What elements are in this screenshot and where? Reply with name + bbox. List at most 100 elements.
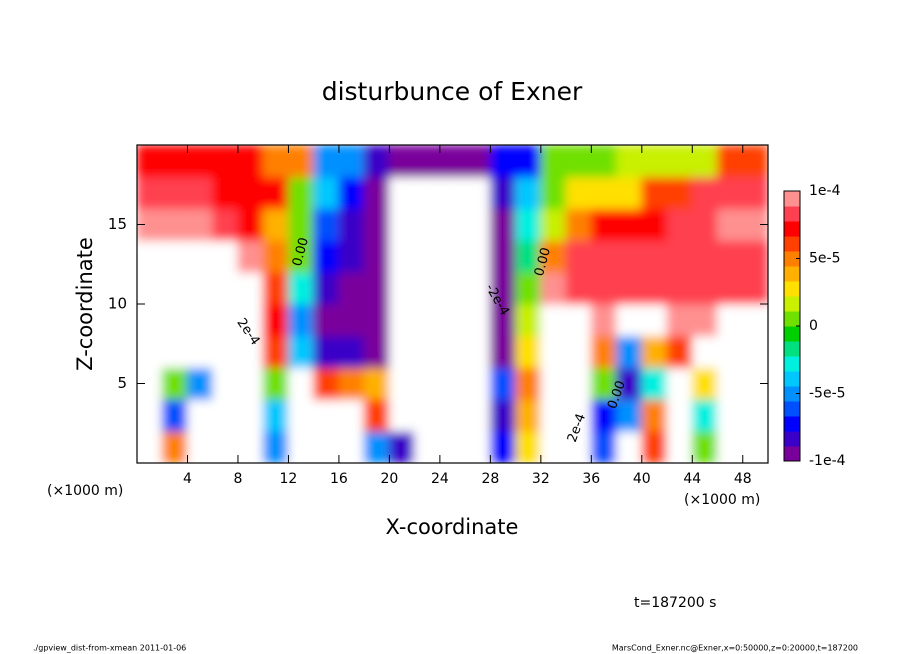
field-cell [363, 335, 390, 369]
field-cell [137, 335, 163, 369]
field-cell [186, 176, 214, 210]
field-cell [439, 145, 466, 178]
field-cell [262, 145, 289, 178]
field-cell [186, 145, 214, 178]
colorbar-swatch [784, 206, 800, 222]
field-cell [363, 430, 390, 463]
field-cell [691, 239, 719, 273]
x-tick-label: 24 [431, 471, 449, 487]
field-cell [565, 335, 592, 369]
field-cell [363, 176, 390, 210]
field-cell [237, 367, 264, 400]
field-cell [489, 145, 517, 178]
colorbar-swatch [784, 446, 800, 462]
field-cell [287, 176, 315, 210]
field-cell [338, 367, 365, 400]
field-cell [313, 176, 340, 210]
field-cell [515, 145, 542, 178]
x-unit-label: (×1000 m) [47, 483, 123, 499]
colorbar-swatch [784, 431, 800, 447]
field-cell [666, 145, 693, 178]
field-cell [464, 239, 491, 273]
field-cell [616, 303, 643, 337]
field-cell [212, 271, 239, 305]
field-cell [540, 145, 567, 178]
field-cell [137, 430, 163, 463]
field-cell [212, 335, 239, 369]
field-cell [161, 239, 188, 273]
field-cell [742, 398, 768, 432]
field-cell [590, 239, 618, 273]
field-cell [212, 367, 239, 400]
field-cell [742, 335, 768, 369]
field-cell [262, 367, 289, 400]
field-cell [590, 367, 618, 400]
field-cell [237, 176, 264, 210]
field-cell [338, 430, 365, 463]
field-cell [439, 176, 466, 210]
field-cell [616, 398, 643, 432]
field-cell [641, 367, 668, 400]
field-cell [388, 335, 416, 369]
contour-label: 0.00 [290, 236, 312, 268]
field-cell [212, 398, 239, 432]
field-cell [691, 145, 719, 178]
colorbar-swatch [784, 296, 800, 312]
field-cell [313, 145, 340, 178]
field-cell [489, 335, 517, 369]
field-cell [515, 335, 542, 369]
field-cell [414, 303, 441, 337]
colorbar-swatch [784, 251, 800, 267]
field-cell [439, 335, 466, 369]
colorbar-tick-label: 5e-5 [809, 251, 840, 267]
field-cell [338, 303, 365, 337]
field-cell [161, 271, 188, 305]
field-cell [313, 208, 340, 241]
contour-label: 0.00 [532, 246, 554, 278]
field-cell [717, 239, 744, 273]
field-cell [489, 430, 517, 463]
field [137, 145, 768, 463]
field-cell [515, 303, 542, 337]
field-cell [616, 208, 643, 241]
field-cell [388, 208, 416, 241]
field-cell [464, 145, 491, 178]
field-cells [137, 145, 768, 463]
y-tick-label: 10 [108, 295, 127, 313]
field-cell [515, 430, 542, 463]
field-cell [489, 271, 517, 305]
colorbar-tick-label: -1e-4 [809, 453, 846, 469]
field-cell [742, 145, 768, 178]
x-tick-label: 44 [683, 471, 701, 487]
field-cell [641, 430, 668, 463]
field-cell [742, 239, 768, 273]
field-cell [691, 303, 719, 337]
field-cell [641, 239, 668, 273]
field-cell [666, 430, 693, 463]
field-cell [691, 176, 719, 210]
field-cell [540, 271, 567, 305]
field-cell [666, 303, 693, 337]
field-cell [691, 208, 719, 241]
field-cell [363, 271, 390, 305]
x-tick-label: 12 [280, 471, 298, 487]
field-cell [363, 145, 390, 178]
field-cell [186, 239, 214, 273]
field-cell [388, 367, 416, 400]
field-cell [590, 208, 618, 241]
field-cell [338, 145, 365, 178]
footer-left: ./gpview_dist-from-xmean 2011-01-06 [33, 644, 186, 653]
colorbar-swatch [784, 386, 800, 402]
field-cell [489, 176, 517, 210]
field-cell [388, 271, 416, 305]
field-cell [540, 303, 567, 337]
field-cell [212, 430, 239, 463]
field-cell [313, 430, 340, 463]
field-cell [590, 335, 618, 369]
field-cell [287, 145, 315, 178]
field-cell [464, 271, 491, 305]
field-cell [439, 303, 466, 337]
field-cell [414, 176, 441, 210]
field-cell [717, 303, 744, 337]
field-cell [388, 239, 416, 273]
